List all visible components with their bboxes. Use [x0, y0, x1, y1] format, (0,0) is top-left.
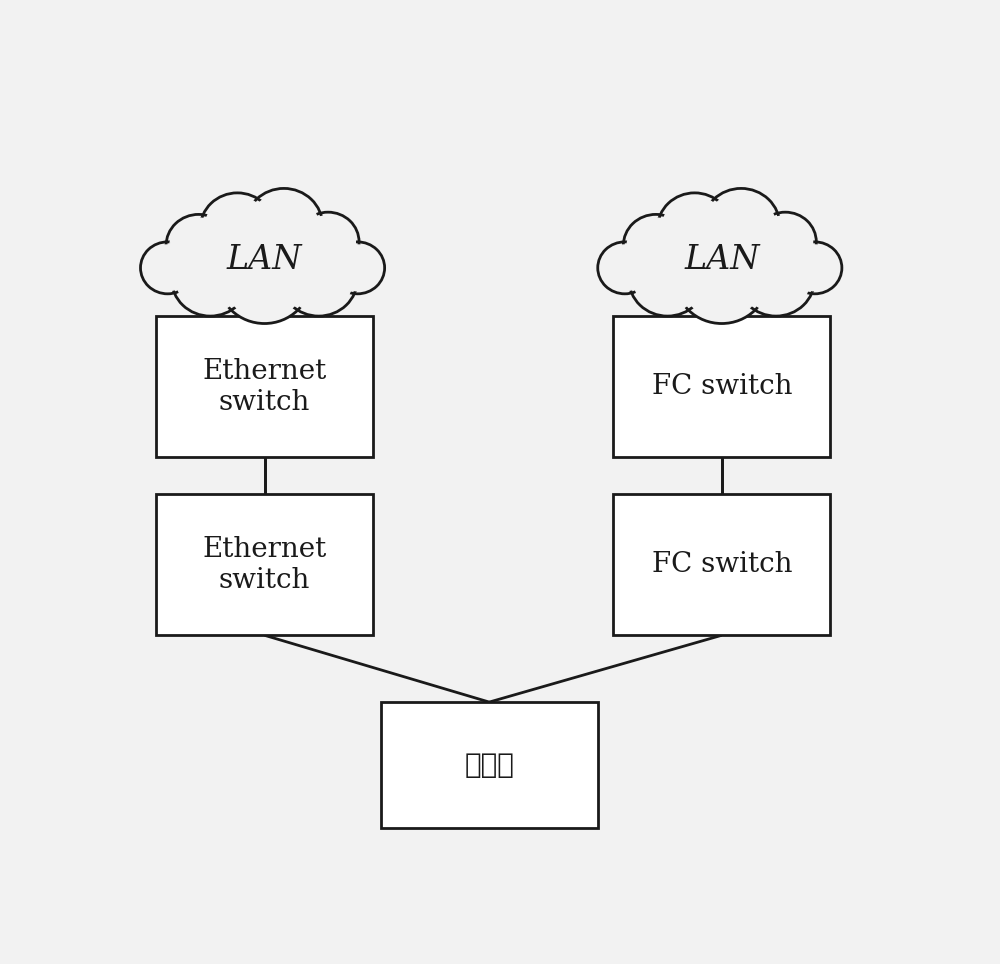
Circle shape [140, 242, 195, 294]
Circle shape [657, 193, 732, 264]
Circle shape [737, 242, 815, 316]
Bar [156, 316, 373, 457]
Circle shape [218, 234, 311, 324]
Text: Ethernet
switch: Ethernet switch [202, 536, 327, 594]
Text: FC switch: FC switch [652, 551, 792, 578]
Bar [156, 495, 373, 635]
Circle shape [144, 245, 191, 291]
Text: FC switch: FC switch [652, 373, 792, 400]
Circle shape [245, 188, 323, 262]
Circle shape [623, 214, 688, 277]
Circle shape [791, 245, 839, 291]
Circle shape [170, 218, 227, 273]
Text: LAN: LAN [227, 245, 302, 277]
Circle shape [758, 216, 813, 268]
Circle shape [627, 218, 685, 273]
Circle shape [601, 245, 649, 291]
Circle shape [280, 242, 358, 316]
Circle shape [629, 242, 706, 316]
Circle shape [250, 193, 318, 258]
Bar [613, 316, 830, 457]
Circle shape [598, 242, 652, 294]
Circle shape [788, 242, 842, 294]
Circle shape [172, 242, 249, 316]
Bar [613, 495, 830, 635]
Circle shape [166, 214, 231, 277]
Circle shape [662, 198, 727, 260]
Circle shape [205, 198, 270, 260]
Circle shape [675, 234, 768, 324]
Circle shape [224, 240, 305, 318]
Circle shape [297, 212, 359, 272]
Circle shape [200, 193, 275, 264]
Text: 服务器: 服务器 [464, 752, 514, 779]
Circle shape [754, 212, 816, 272]
Circle shape [330, 242, 385, 294]
Circle shape [702, 188, 780, 262]
Circle shape [742, 247, 810, 311]
Text: LAN: LAN [684, 245, 760, 277]
Circle shape [334, 245, 381, 291]
Text: Ethernet
switch: Ethernet switch [202, 358, 327, 415]
Circle shape [285, 247, 353, 311]
Circle shape [176, 247, 244, 311]
Circle shape [681, 240, 763, 318]
Bar [381, 702, 598, 828]
Circle shape [633, 247, 702, 311]
Circle shape [301, 216, 355, 268]
Circle shape [707, 193, 775, 258]
